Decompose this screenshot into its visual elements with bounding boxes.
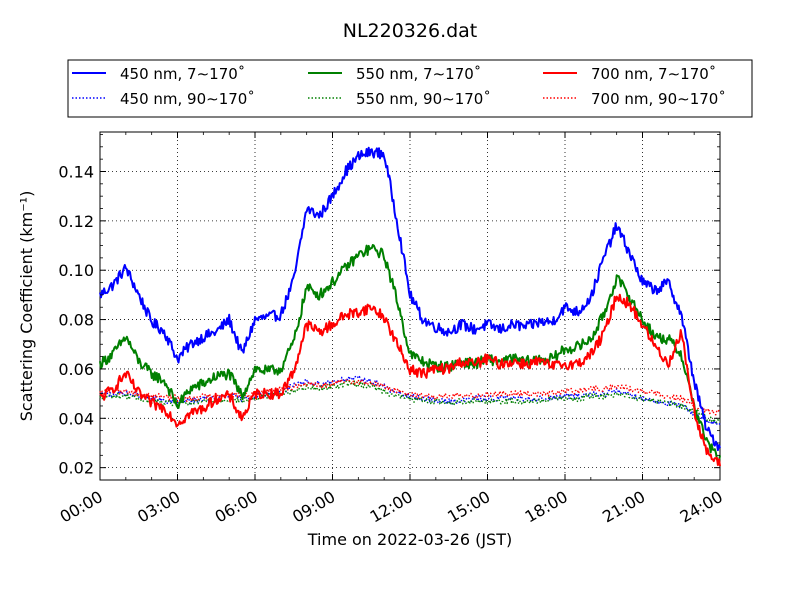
grid (100, 132, 720, 480)
y-tick-label: 0.14 (58, 162, 94, 181)
plot-area: 00:00 03:00 06:00 09:00 12:00 15:00 18:00 21:00… (57, 131, 726, 527)
y-tick-label: 0.10 (58, 261, 94, 280)
legend-box (67, 59, 753, 118)
series-layer (99, 146, 721, 467)
series-line (99, 146, 721, 452)
series-line (99, 378, 721, 416)
series-line (99, 380, 720, 424)
legend-label: 450 nm, 90∼170˚ (120, 90, 255, 108)
y-tick-label: 0.04 (58, 409, 94, 428)
y-axis-label: Scattering Coefficient (km⁻¹) (17, 191, 36, 422)
legend-label: 700 nm, 7∼170˚ (591, 65, 716, 83)
x-axis-label: Time on 2022-03-26 (JST) (307, 530, 512, 549)
chart-title: NL220326.dat (343, 20, 478, 42)
legend-label: 550 nm, 90∼170˚ (356, 90, 491, 108)
y-tick-label: 0.08 (58, 311, 94, 330)
legend-label: 550 nm, 7∼170˚ (356, 65, 481, 83)
series-line (99, 244, 721, 463)
legend: 450 nm, 7∼170˚ 550 nm, 7∼170˚ 700 nm, 7∼17… (67, 59, 753, 118)
plot-frame (99, 131, 721, 481)
y-tick-label: 0.12 (58, 212, 94, 231)
legend-label: 450 nm, 7∼170˚ (120, 65, 245, 83)
series-line (99, 293, 721, 467)
y-tick-label: 0.02 (58, 459, 94, 478)
y-tick-label: 0.06 (58, 360, 94, 379)
legend-label: 700 nm, 90∼170˚ (591, 90, 726, 108)
